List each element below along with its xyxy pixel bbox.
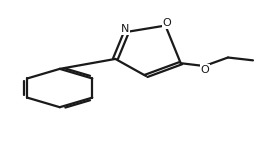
Text: O: O [200,65,209,75]
Text: N: N [121,24,129,34]
Text: O: O [162,18,171,28]
